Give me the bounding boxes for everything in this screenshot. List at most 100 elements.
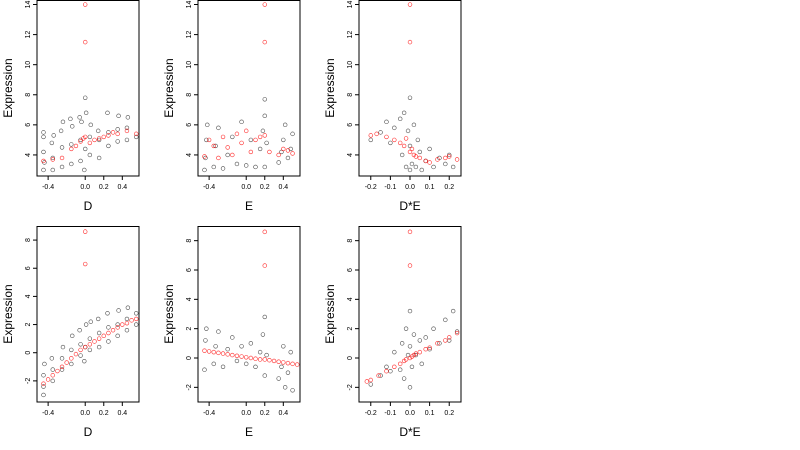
- y-tick-label: 0: [25, 351, 32, 355]
- data-point-black: [96, 137, 102, 143]
- data-point-black: [419, 361, 424, 367]
- y-axis-label: Expression: [323, 58, 337, 117]
- data-point-black: [281, 137, 286, 143]
- data-point-red: [234, 131, 240, 137]
- data-point-black: [392, 349, 397, 355]
- data-point-red: [55, 368, 60, 374]
- data-point-black: [69, 142, 74, 147]
- data-point-red: [230, 152, 235, 158]
- data-point-red: [262, 133, 267, 138]
- x-tick-label: 0.1: [425, 410, 435, 417]
- data-point-red: [276, 359, 281, 364]
- data-point-black: [262, 113, 267, 119]
- data-point-red: [262, 2, 267, 7]
- data-point-black: [41, 130, 46, 135]
- data-point-black: [87, 134, 93, 140]
- data-point-red: [427, 345, 432, 350]
- data-point-red: [397, 361, 403, 367]
- data-point-black: [59, 145, 65, 150]
- data-point-black: [234, 358, 240, 364]
- data-point-black: [290, 388, 295, 393]
- data-point-black: [403, 164, 409, 170]
- y-tick-label: 8: [25, 238, 32, 242]
- data-point-red: [83, 2, 88, 7]
- data-point-black: [290, 131, 295, 137]
- data-point-black: [95, 128, 101, 134]
- data-point-black: [405, 352, 411, 358]
- data-point-black: [282, 385, 288, 390]
- data-point-black: [77, 115, 82, 120]
- data-point-black: [106, 339, 111, 344]
- data-point-red: [248, 149, 254, 155]
- data-point-black: [409, 161, 415, 167]
- data-point-red: [290, 361, 295, 367]
- data-point-black: [203, 338, 208, 343]
- y-tick-label: 10: [347, 61, 354, 69]
- data-point-black: [116, 113, 121, 119]
- data-point-red: [230, 352, 235, 358]
- data-point-black: [384, 119, 389, 125]
- data-point-black: [78, 158, 83, 164]
- y-tick-label: 2: [25, 323, 32, 327]
- data-point-black: [87, 347, 93, 353]
- data-point-black: [437, 341, 442, 346]
- data-point-red: [69, 356, 74, 361]
- plot-frame: [197, 226, 301, 403]
- y-tick-label: 6: [25, 123, 32, 127]
- x-tick-label: 0.2: [99, 410, 109, 417]
- x-axis-label: E: [245, 199, 253, 213]
- y-tick-label: 14: [347, 1, 354, 9]
- data-point-red: [96, 136, 102, 141]
- data-point-black: [262, 373, 267, 378]
- data-point-red: [417, 349, 423, 355]
- data-point-black: [253, 364, 258, 369]
- data-point-black: [407, 95, 413, 100]
- data-point-black: [134, 311, 139, 316]
- data-point-black: [454, 329, 460, 334]
- y-tick-label: 12: [186, 31, 193, 39]
- data-point-black: [413, 352, 419, 358]
- x-tick-label: 0.2: [444, 184, 454, 191]
- data-point-black: [134, 322, 139, 327]
- data-point-black: [50, 378, 55, 384]
- data-point-red: [73, 143, 79, 149]
- data-point-black: [407, 308, 413, 314]
- data-point-red: [368, 377, 373, 383]
- x-axis-label: E: [245, 425, 253, 439]
- data-point-black: [41, 392, 46, 398]
- x-tick-label: 0.1: [425, 184, 435, 191]
- data-point-red: [413, 351, 419, 356]
- data-point-black: [230, 134, 235, 140]
- panel-6: -0.2 -0.1 0.0 0.1 0.2 -2 0 2 4 6 8 D*E Expression: [323, 226, 462, 439]
- data-point-black: [82, 358, 87, 364]
- data-point-black: [220, 166, 226, 171]
- data-point-black: [96, 344, 102, 350]
- data-point-black: [50, 367, 55, 372]
- data-point-black: [59, 356, 65, 361]
- data-point-black: [397, 116, 403, 122]
- data-point-red: [262, 263, 267, 268]
- data-point-black: [125, 305, 131, 310]
- data-point-red: [397, 140, 403, 146]
- data-point-red: [211, 349, 216, 355]
- data-point-red: [92, 339, 97, 344]
- data-point-black: [401, 376, 407, 381]
- y-tick-label: 12: [347, 31, 354, 39]
- y-axis-label: Expression: [1, 58, 15, 117]
- data-point-red: [216, 155, 221, 161]
- data-point-black: [216, 125, 221, 131]
- data-point-black: [411, 122, 417, 128]
- data-point-red: [423, 347, 428, 352]
- data-point-black: [415, 137, 421, 143]
- x-tick-label: 0.4: [117, 184, 127, 191]
- data-point-black: [225, 152, 230, 158]
- x-axis-label: D*E: [399, 199, 420, 213]
- data-point-black: [106, 130, 111, 135]
- data-point-red: [257, 357, 263, 362]
- data-point-black: [407, 143, 413, 149]
- x-tick-label: 0.2: [260, 184, 270, 191]
- y-tick-label: 0: [347, 356, 354, 360]
- data-point-red: [239, 354, 244, 359]
- data-point-black: [285, 155, 291, 161]
- x-tick-label: -0.1: [384, 184, 396, 191]
